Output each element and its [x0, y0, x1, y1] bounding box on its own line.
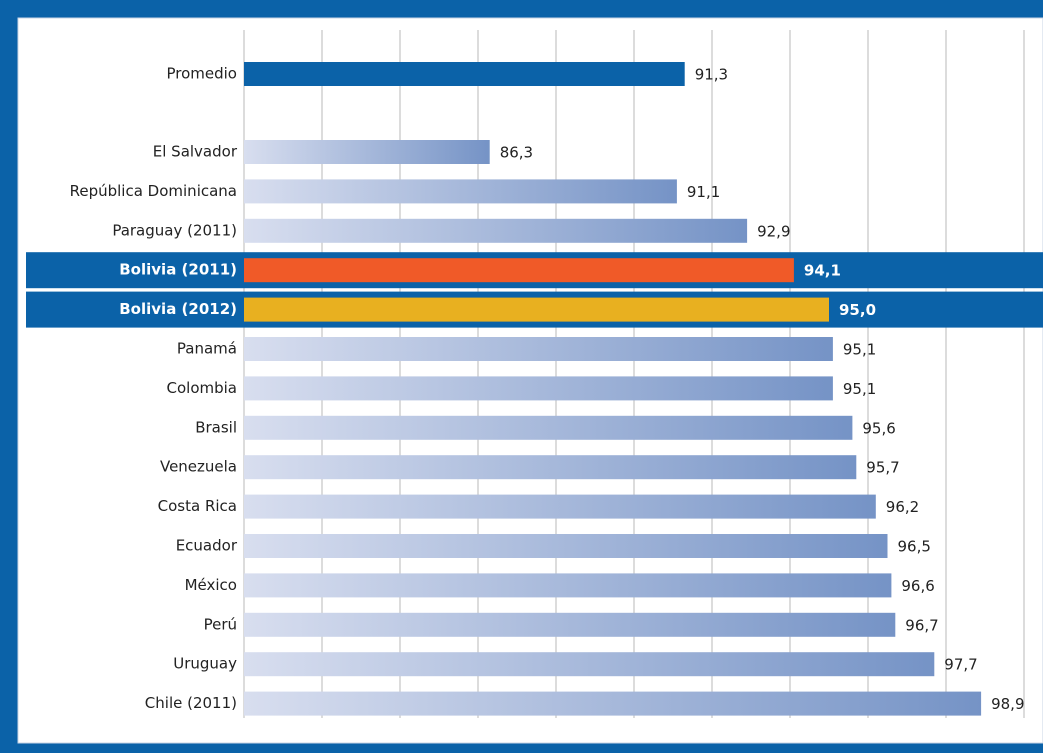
value-label: 96,7 — [905, 616, 938, 634]
bar — [244, 494, 876, 519]
bar — [244, 62, 685, 86]
category-label: Uruguay — [173, 655, 237, 673]
bar — [244, 179, 677, 204]
bar — [244, 258, 794, 283]
bar — [244, 534, 888, 558]
value-label: 97,7 — [944, 656, 977, 674]
category-label: República Dominicana — [70, 182, 237, 200]
category-label: Bolivia (2012) — [119, 300, 237, 318]
value-label: 95,6 — [862, 419, 895, 437]
value-label: 95,1 — [843, 341, 876, 359]
value-label: 86,3 — [500, 144, 533, 162]
bar — [244, 652, 935, 677]
category-label: El Salvador — [153, 143, 238, 161]
bar — [244, 573, 892, 598]
category-label: Ecuador — [176, 537, 238, 555]
value-label: 95,0 — [839, 301, 876, 319]
category-label: Chile (2011) — [145, 694, 237, 712]
bar — [244, 376, 833, 401]
bar — [244, 455, 857, 480]
bar — [244, 140, 490, 164]
value-label: 91,1 — [687, 183, 720, 201]
bar — [244, 337, 833, 361]
value-label: 96,5 — [898, 538, 931, 556]
bar — [244, 612, 896, 637]
category-label: Panamá — [177, 340, 237, 358]
value-label: 98,9 — [991, 695, 1024, 713]
category-label: Bolivia (2011) — [119, 261, 237, 279]
bar — [244, 297, 829, 322]
value-label: 95,1 — [843, 380, 876, 398]
value-label: 94,1 — [804, 262, 841, 280]
category-label: Paraguay (2011) — [112, 221, 237, 239]
category-label: Costa Rica — [158, 497, 237, 515]
value-label: 95,7 — [866, 459, 899, 477]
value-label: 92,9 — [757, 222, 790, 240]
category-label: Colombia — [167, 379, 238, 397]
bar — [244, 218, 748, 243]
bar — [244, 415, 853, 440]
category-label: México — [185, 576, 237, 594]
category-label: Perú — [204, 615, 237, 633]
category-label: Venezuela — [160, 458, 237, 476]
value-label: 96,2 — [886, 498, 919, 516]
category-label: Promedio — [166, 65, 237, 83]
value-label: 91,3 — [695, 66, 728, 84]
category-label: Brasil — [195, 418, 237, 436]
bar — [244, 691, 982, 716]
value-label: 96,6 — [901, 577, 934, 595]
